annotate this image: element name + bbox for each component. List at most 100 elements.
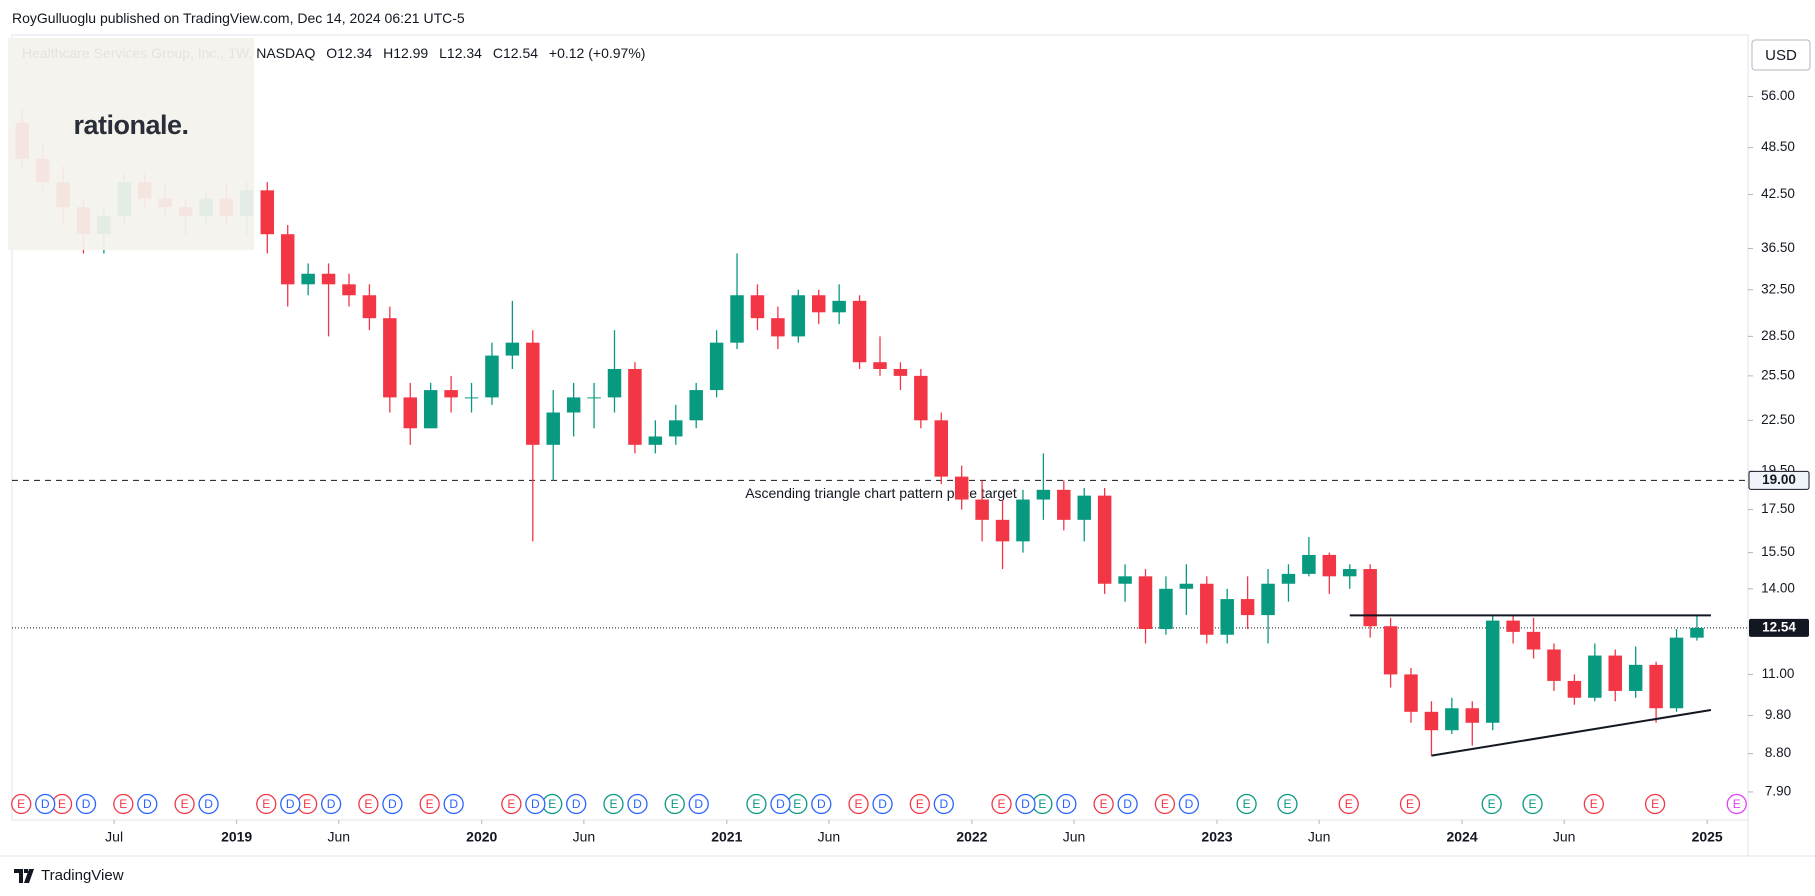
- x-tick-label: Jun: [1308, 829, 1331, 845]
- earnings-marker: [664, 793, 685, 815]
- candle-body: [1057, 489, 1071, 520]
- candle-body: [628, 368, 642, 445]
- y-tick-label: 25.50: [1761, 367, 1795, 382]
- earnings-label: E: [609, 797, 617, 811]
- quote-low: 12.34: [446, 45, 482, 61]
- earnings-marker: [11, 793, 32, 815]
- earnings-marker: [1154, 793, 1176, 815]
- candle-body: [566, 397, 581, 413]
- candle-body: [1220, 599, 1234, 635]
- candle-body: [342, 284, 356, 296]
- candle-body: [873, 362, 887, 369]
- dividend-marker: [280, 793, 301, 815]
- candle-body: [1628, 664, 1643, 691]
- y-tick-label: 48.50: [1761, 139, 1795, 154]
- y-tick-label: 32.50: [1761, 281, 1795, 296]
- candle-body: [383, 318, 397, 398]
- currency-label: USD: [1765, 47, 1797, 64]
- earnings-label: E: [916, 797, 924, 811]
- candle-body: [1016, 499, 1030, 542]
- dividend-marker: [566, 793, 587, 815]
- earnings-label: E: [119, 797, 127, 811]
- candle-body: [321, 273, 336, 285]
- candle-body: [648, 436, 663, 445]
- x-tick-label: Jun: [327, 829, 350, 845]
- dividend-marker: [320, 793, 342, 815]
- x-tick-label: 2024: [1446, 829, 1477, 845]
- y-tick-label: 36.50: [1761, 240, 1795, 255]
- target-price-label: 19.00: [1762, 472, 1796, 487]
- dividend-marker: [627, 793, 648, 815]
- y-tick-label: 9.80: [1765, 707, 1791, 722]
- earnings-label: E: [548, 797, 556, 811]
- candle-body: [1179, 583, 1194, 589]
- earnings-marker: [1236, 793, 1257, 815]
- candle-body: [1363, 569, 1377, 627]
- candle-body: [526, 342, 540, 445]
- earnings-label: E: [1529, 797, 1537, 811]
- dividend-label: D: [531, 797, 540, 811]
- y-tick-label: 8.80: [1765, 745, 1791, 760]
- y-tick-label: 56.00: [1761, 88, 1795, 103]
- candle-body: [1424, 711, 1439, 731]
- dividend-label: D: [388, 797, 397, 811]
- currency-box: [1751, 39, 1811, 71]
- earnings-label: E: [426, 797, 434, 811]
- trendline: [1431, 709, 1712, 757]
- candle-body: [1588, 655, 1602, 698]
- dividend-marker: [872, 793, 893, 815]
- earnings-marker: [991, 793, 1012, 815]
- quote-change: +0.12 (+0.97%): [548, 45, 646, 61]
- dividend-marker: [1056, 793, 1077, 815]
- earnings-marker: [419, 793, 440, 815]
- dividend-label: D: [817, 797, 826, 811]
- dividend-label: D: [1021, 797, 1030, 811]
- dividend-label: D: [143, 797, 152, 811]
- y-tick-label: 15.50: [1761, 544, 1795, 559]
- candle-body: [1343, 569, 1357, 577]
- candle-body: [1526, 631, 1541, 650]
- y-tick-label: 11.00: [1762, 666, 1795, 681]
- quote-label: L: [439, 45, 447, 61]
- earnings-label: E: [1038, 797, 1046, 811]
- last-price-label: 12.54: [1762, 619, 1796, 634]
- target-price-box: [1748, 470, 1810, 490]
- x-tick-label: 2019: [221, 829, 252, 845]
- watermark-text: rationale.: [73, 110, 189, 140]
- earnings-label: E: [855, 797, 863, 811]
- candle-body: [975, 499, 989, 520]
- earnings-marker: [909, 793, 930, 815]
- candle-body: [934, 420, 949, 477]
- candle-body: [995, 519, 1010, 542]
- candle-body: [403, 397, 417, 429]
- y-tick-label: 14.00: [1761, 580, 1795, 595]
- dividend-label: D: [939, 797, 948, 811]
- earnings-label: E: [1161, 797, 1169, 811]
- x-tick-label: Jun: [1063, 829, 1086, 845]
- candle-body: [444, 390, 458, 398]
- quote-high: 12.99: [393, 45, 429, 61]
- candle-body: [1669, 637, 1684, 709]
- dividend-label: D: [1062, 797, 1071, 811]
- earnings-label: E: [793, 797, 801, 811]
- earnings-marker: [848, 793, 869, 815]
- candle-body: [1261, 583, 1275, 616]
- dividend-marker: [811, 793, 832, 815]
- candle-body: [1567, 680, 1582, 698]
- candle-body: [1118, 576, 1132, 584]
- candle-body: [1200, 583, 1214, 635]
- dividend-label: D: [204, 797, 213, 811]
- earnings-label: E: [1488, 797, 1496, 811]
- earnings-marker: [174, 793, 195, 815]
- candle-body: [791, 295, 806, 337]
- candle-body: [1506, 620, 1520, 632]
- earnings-label: E: [507, 797, 515, 811]
- candle-body: [1690, 627, 1704, 638]
- earnings-label: E: [1590, 797, 1598, 811]
- earnings-marker: [1481, 793, 1502, 815]
- candle-body: [669, 420, 683, 437]
- dividend-marker: [525, 793, 546, 815]
- candle-body: [914, 375, 928, 421]
- candle-body: [1036, 489, 1051, 500]
